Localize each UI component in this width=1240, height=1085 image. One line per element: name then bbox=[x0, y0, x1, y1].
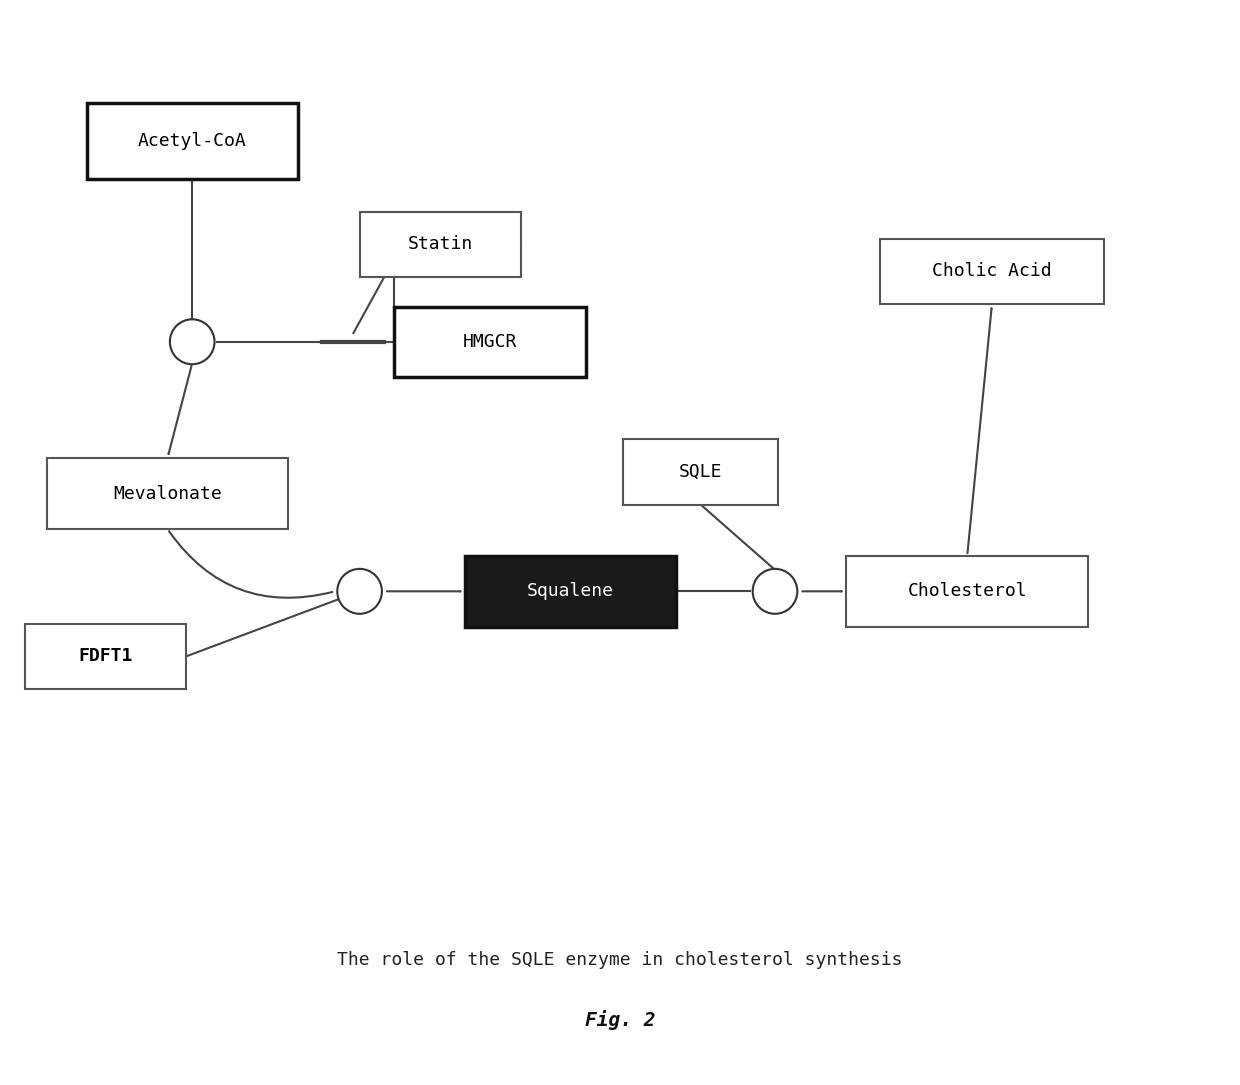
Ellipse shape bbox=[753, 569, 797, 614]
Text: SQLE: SQLE bbox=[678, 463, 723, 481]
Text: Cholic Acid: Cholic Acid bbox=[932, 263, 1052, 280]
FancyBboxPatch shape bbox=[47, 458, 288, 528]
Text: The role of the SQLE enzyme in cholesterol synthesis: The role of the SQLE enzyme in cholester… bbox=[337, 952, 903, 969]
Text: Squalene: Squalene bbox=[527, 583, 614, 600]
Ellipse shape bbox=[337, 569, 382, 614]
FancyBboxPatch shape bbox=[25, 624, 186, 689]
Text: HMGCR: HMGCR bbox=[463, 333, 517, 350]
Text: Mevalonate: Mevalonate bbox=[113, 485, 222, 502]
FancyBboxPatch shape bbox=[394, 306, 587, 376]
FancyBboxPatch shape bbox=[465, 556, 676, 627]
Text: Statin: Statin bbox=[408, 235, 472, 253]
FancyBboxPatch shape bbox=[846, 556, 1089, 627]
Text: Fig. 2: Fig. 2 bbox=[585, 1010, 655, 1030]
FancyBboxPatch shape bbox=[880, 239, 1104, 304]
Text: Cholesterol: Cholesterol bbox=[908, 583, 1027, 600]
FancyBboxPatch shape bbox=[622, 439, 779, 505]
Text: FDFT1: FDFT1 bbox=[78, 648, 133, 665]
Text: Acetyl-CoA: Acetyl-CoA bbox=[138, 132, 247, 150]
Ellipse shape bbox=[170, 319, 215, 365]
FancyBboxPatch shape bbox=[87, 103, 298, 179]
FancyBboxPatch shape bbox=[360, 212, 521, 277]
